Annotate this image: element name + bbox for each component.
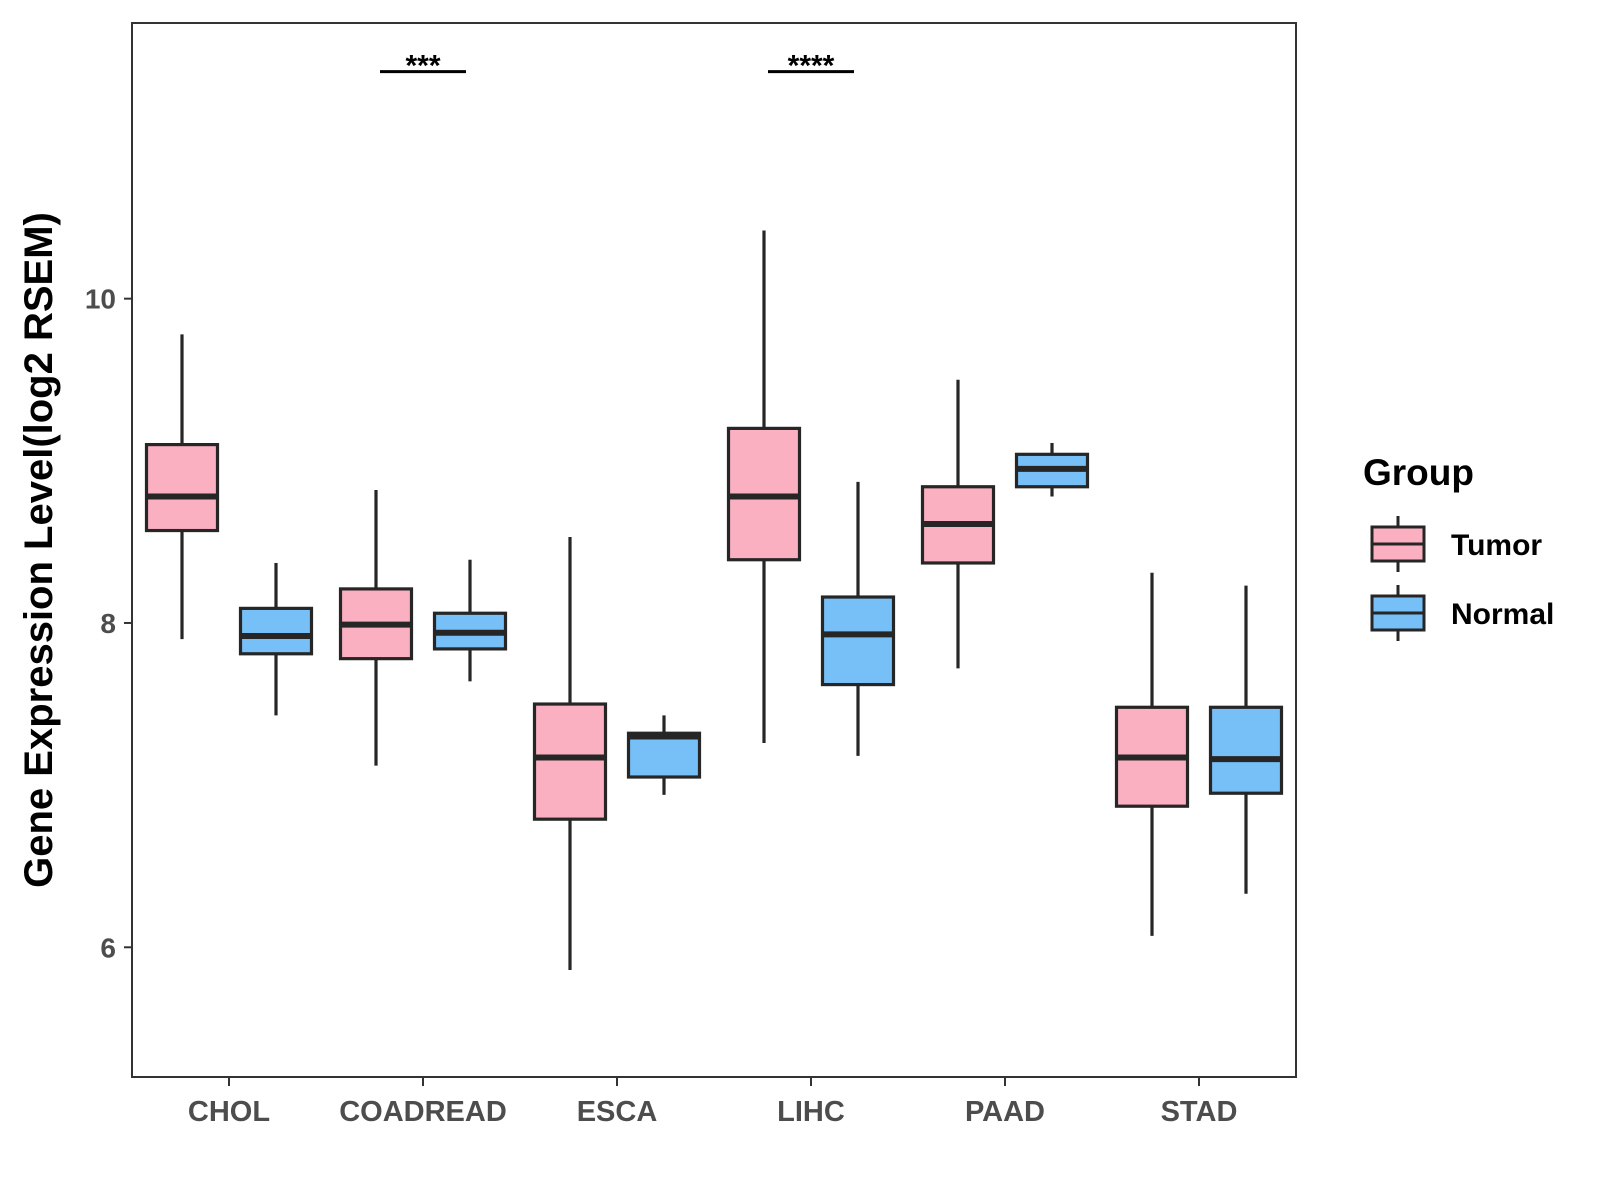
significance-lihc: **** [768,50,854,83]
y-tick-10: 10 [85,284,132,315]
plot-panel [131,22,1297,1078]
y-tick-8: 8 [100,608,132,639]
box-normal-lihc [820,481,896,756]
y-tick-6: 6 [100,932,132,963]
box-iqr [1208,705,1284,795]
y-axis-title: Gene Expression Level(log2 RSEM) [17,212,61,888]
x-tick-lihc: LIHC [777,1077,845,1128]
x-tick-label: ESCA [577,1096,658,1128]
legend-title: Group [1363,452,1474,493]
x-tick-coadread: COADREAD [339,1077,507,1128]
x-tick-stad: STAD [1161,1077,1238,1128]
box-tumor-paad [920,379,996,669]
box-normal-paad [1014,442,1090,497]
legend-item-normal: Normal [1370,585,1554,641]
x-tick-label: COADREAD [339,1096,507,1128]
significance-label: **** [788,50,835,83]
box-tumor-stad [1114,572,1190,936]
box-normal-esca [626,715,702,795]
boxes-layer [144,230,1284,970]
significance-annotations: *** **** [380,50,854,83]
box-tumor-coadread [338,490,414,766]
box-tumor-esca [532,537,608,970]
x-tick-chol: CHOL [188,1077,270,1128]
legend-label: Normal [1451,598,1554,631]
x-tick-paad: PAAD [965,1077,1045,1128]
box-iqr [238,606,314,656]
x-tick-label: PAAD [965,1096,1045,1128]
significance-label: *** [405,50,440,83]
y-axis: 6 8 10 [85,284,132,963]
legend-label: Tumor [1451,529,1542,562]
significance-coadread: *** [380,50,466,83]
box-iqr [532,702,608,821]
x-tick-label: CHOL [188,1096,270,1128]
box-iqr [820,595,896,687]
box-tumor-chol [144,334,220,640]
y-tick-label: 10 [85,284,116,315]
box-iqr [626,731,702,779]
y-tick-label: 6 [100,932,116,963]
box-normal-coadread [432,559,508,682]
legend: Group Tumor Normal [1363,452,1554,641]
box-normal-chol [238,562,314,716]
box-iqr [144,443,220,533]
x-tick-label: LIHC [777,1096,845,1128]
legend-items: Tumor Normal [1370,516,1554,641]
x-tick-esca: ESCA [577,1077,658,1128]
box-tumor-lihc [726,230,802,743]
box-normal-stad [1208,585,1284,894]
y-tick-label: 8 [100,608,116,639]
x-tick-label: STAD [1161,1096,1238,1128]
legend-item-tumor: Tumor [1370,516,1542,572]
x-axis: CHOL COADREAD ESCA LIHC PAAD STAD [188,1077,1237,1128]
